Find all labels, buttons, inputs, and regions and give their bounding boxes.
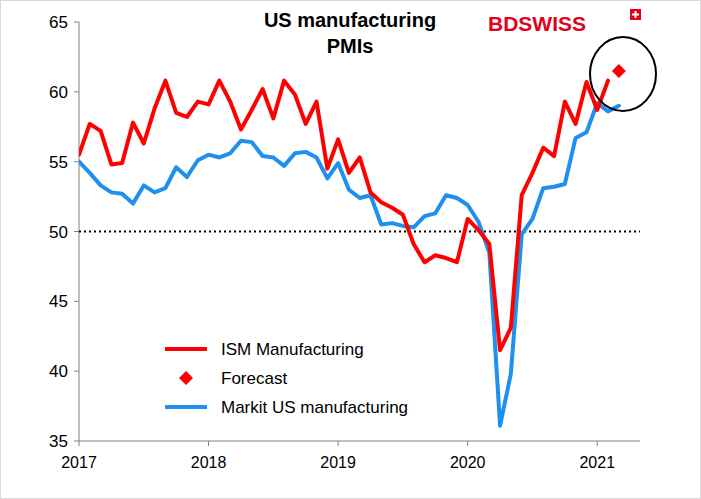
legend-swatch: [165, 405, 207, 409]
y-tick: [74, 91, 79, 92]
x-tick: [597, 441, 598, 446]
y-tick-label: 45: [49, 292, 68, 311]
legend-swatch: [179, 371, 193, 385]
logo-icon: [630, 9, 641, 20]
y-tick-label: 55: [49, 153, 68, 172]
forecast-marker: [612, 64, 626, 78]
x-tick-label: 2017: [61, 454, 97, 471]
y-tick: [74, 22, 79, 23]
plot-area: [79, 64, 640, 426]
x-tick: [208, 441, 209, 446]
legend-label: ISM Manufacturing: [221, 340, 364, 359]
x-tick: [467, 441, 468, 446]
y-tick: [74, 161, 79, 162]
logo-icon-cross: [632, 11, 639, 18]
y-tick: [74, 231, 79, 232]
y-tick: [74, 301, 79, 302]
y-tick-label: 60: [49, 83, 68, 102]
y-tick-label: 65: [49, 13, 68, 32]
legend-label: Forecast: [221, 369, 287, 388]
x-tick-label: 2021: [579, 454, 615, 471]
chart-frame: [1, 1, 701, 499]
chart-title: PMIs: [327, 35, 374, 57]
x-tick: [79, 441, 80, 446]
chart: US manufacturing PMIs BDSWISS 35 40 45 50 55 60 6…: [0, 0, 701, 499]
series-line: [79, 81, 608, 351]
x-axis-line: [79, 441, 640, 442]
highlight-circle: [590, 37, 656, 111]
y-tick: [74, 441, 79, 442]
x-tick: [338, 441, 339, 446]
x-tick-label: 2018: [191, 454, 227, 471]
legend-label: Markit US manufacturing: [221, 398, 408, 417]
x-tick-label: 2019: [320, 454, 356, 471]
reference-line: [79, 231, 640, 233]
y-tick: [74, 371, 79, 372]
legend-swatch: [165, 347, 207, 351]
x-tick-label: 2020: [450, 454, 486, 471]
series-line: [79, 103, 619, 426]
y-tick-label: 40: [49, 362, 68, 381]
y-tick-label: 50: [49, 223, 68, 242]
y-tick-label: 35: [49, 432, 68, 451]
chart-title: US manufacturing: [264, 9, 436, 31]
logo: BDSWISS: [488, 12, 586, 35]
